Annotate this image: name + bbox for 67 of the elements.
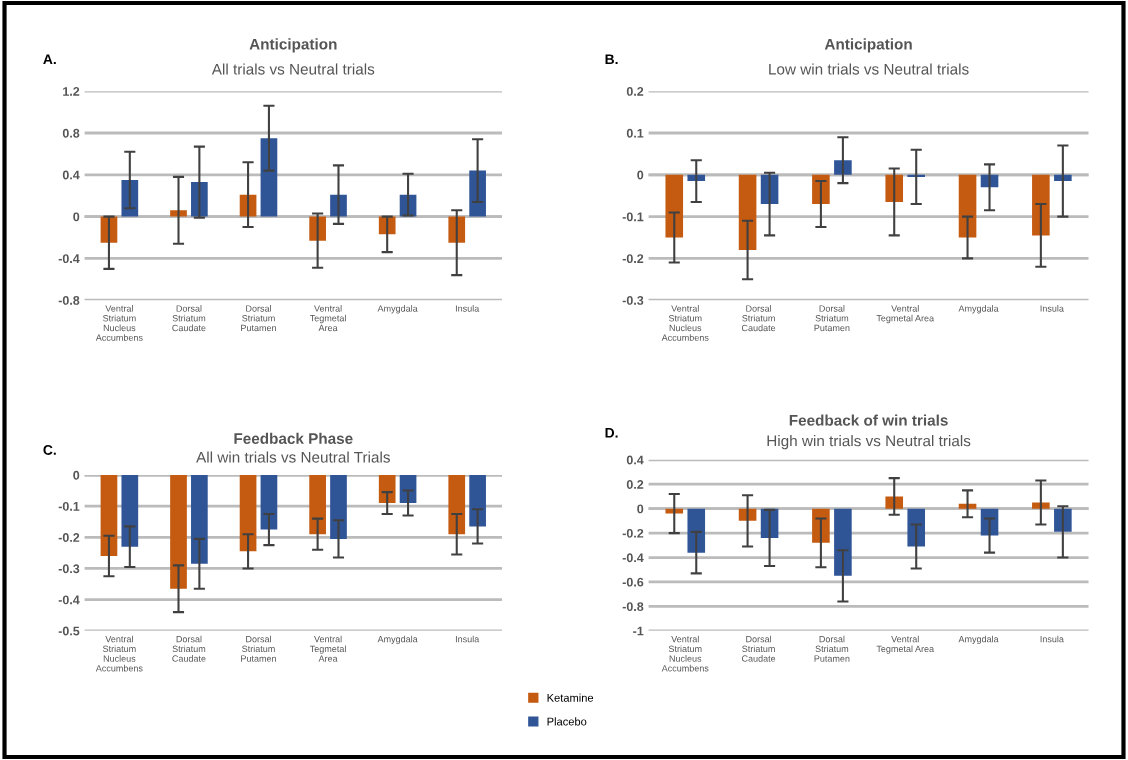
bar [834, 508, 852, 576]
bar [260, 138, 278, 217]
x-tick-label: Insula [1040, 305, 1064, 312]
y-tick-label: 0 [637, 170, 644, 180]
y-tick-label: 0.4 [62, 170, 80, 180]
x-tick-label: Dorsal Striatum Putamen [814, 635, 850, 662]
x-tick-label: Dorsal Striatum Caudate [172, 305, 206, 332]
chart-subtitle: All win trials vs Neutral Trials [196, 451, 390, 463]
bar [687, 508, 706, 553]
y-tick-label: -0.2 [622, 254, 644, 264]
x-tick-label: Dorsal Striatum Caudate [172, 635, 206, 662]
chart-title: Anticipation [824, 38, 912, 53]
y-tick-label: -0.3 [58, 564, 80, 574]
y-tick-label: 0.8 [62, 128, 80, 138]
y-tick-label: -0.3 [622, 296, 644, 305]
y-tick-label: 0.2 [626, 480, 644, 489]
x-tick-label: Dorsal Striatum Putamen [241, 635, 276, 662]
x-tick-label: Insula [455, 305, 480, 312]
x-tick-label: Insula [455, 635, 480, 643]
y-tick-label: -0.8 [622, 602, 644, 612]
y-tick-label: -0.2 [622, 528, 644, 538]
x-tick-label: Amygdala [958, 305, 999, 314]
y-tick-label: -0.6 [622, 577, 644, 587]
y-tick-label: -0.1 [58, 501, 80, 511]
x-tick-label: Amygdala [958, 635, 999, 645]
chart-subtitle: High win trials vs Neutral trials [767, 435, 971, 450]
x-tick-label: Ventral Striatum Nucleus Accumbens [661, 305, 709, 341]
y-tick-label: -1 [633, 626, 644, 636]
x-tick-label: Amygdala [377, 305, 418, 314]
x-tick-label: Ventral Tegmetal Area [876, 635, 935, 654]
y-tick-label: 0.2 [626, 87, 644, 96]
text: C. [43, 445, 56, 455]
chart-title: Feedback Phase [234, 432, 353, 444]
y-tick-label: -0.8 [58, 296, 80, 305]
x-tick-label: Insula [1040, 635, 1064, 643]
text: A. [43, 54, 56, 65]
chart-subtitle: All trials vs Neutral trials [211, 63, 375, 75]
y-tick-label: -0.4 [58, 595, 80, 605]
x-tick-label: Dorsal Striatum Putamen [241, 305, 276, 332]
x-tick-label: Ventral Striatum Nucleus Accumbens [95, 305, 143, 341]
x-tick-label: Ventral Tegmetal Area [876, 305, 935, 324]
y-tick-label: 0 [637, 504, 644, 514]
x-tick-label: Ventral Striatum Nucleus Accumbens [661, 635, 709, 672]
x-tick-label: Ventral Tegmetal Area [309, 635, 346, 662]
y-tick-label: -0.2 [58, 533, 80, 542]
chart-title: Feedback of win trials [789, 414, 948, 426]
x-tick-label: Ventral Tegmetal Area [309, 305, 346, 332]
y-tick-label: 0 [73, 212, 80, 222]
x-tick-label: Ventral Striatum Nucleus Accumbens [95, 635, 143, 672]
y-tick-label: -0.1 [622, 212, 644, 222]
x-tick-label: Dorsal Striatum Caudate [741, 635, 776, 662]
y-tick-label: 0.1 [626, 128, 644, 138]
y-tick-label: -0.4 [58, 254, 80, 264]
legend-label: Ketamine [547, 693, 594, 702]
x-tick-label: Dorsal Striatum Caudate [741, 305, 776, 332]
y-tick-label: 1.2 [63, 87, 80, 96]
text: D. [605, 428, 618, 438]
y-tick-label: -0.4 [622, 553, 644, 563]
x-tick-label: Dorsal Striatum Putamen [814, 305, 850, 332]
legend-label: Placebo [547, 717, 587, 726]
y-tick-label: 0.4 [626, 455, 644, 465]
chart-subtitle: Low win trials vs Neutral trials [769, 63, 969, 75]
text: B. [605, 54, 618, 65]
y-tick-label: -0.5 [58, 626, 80, 636]
x-tick-label: Amygdala [377, 635, 418, 645]
y-tick-label: 0 [73, 470, 80, 480]
chart-title: Anticipation [249, 38, 337, 53]
